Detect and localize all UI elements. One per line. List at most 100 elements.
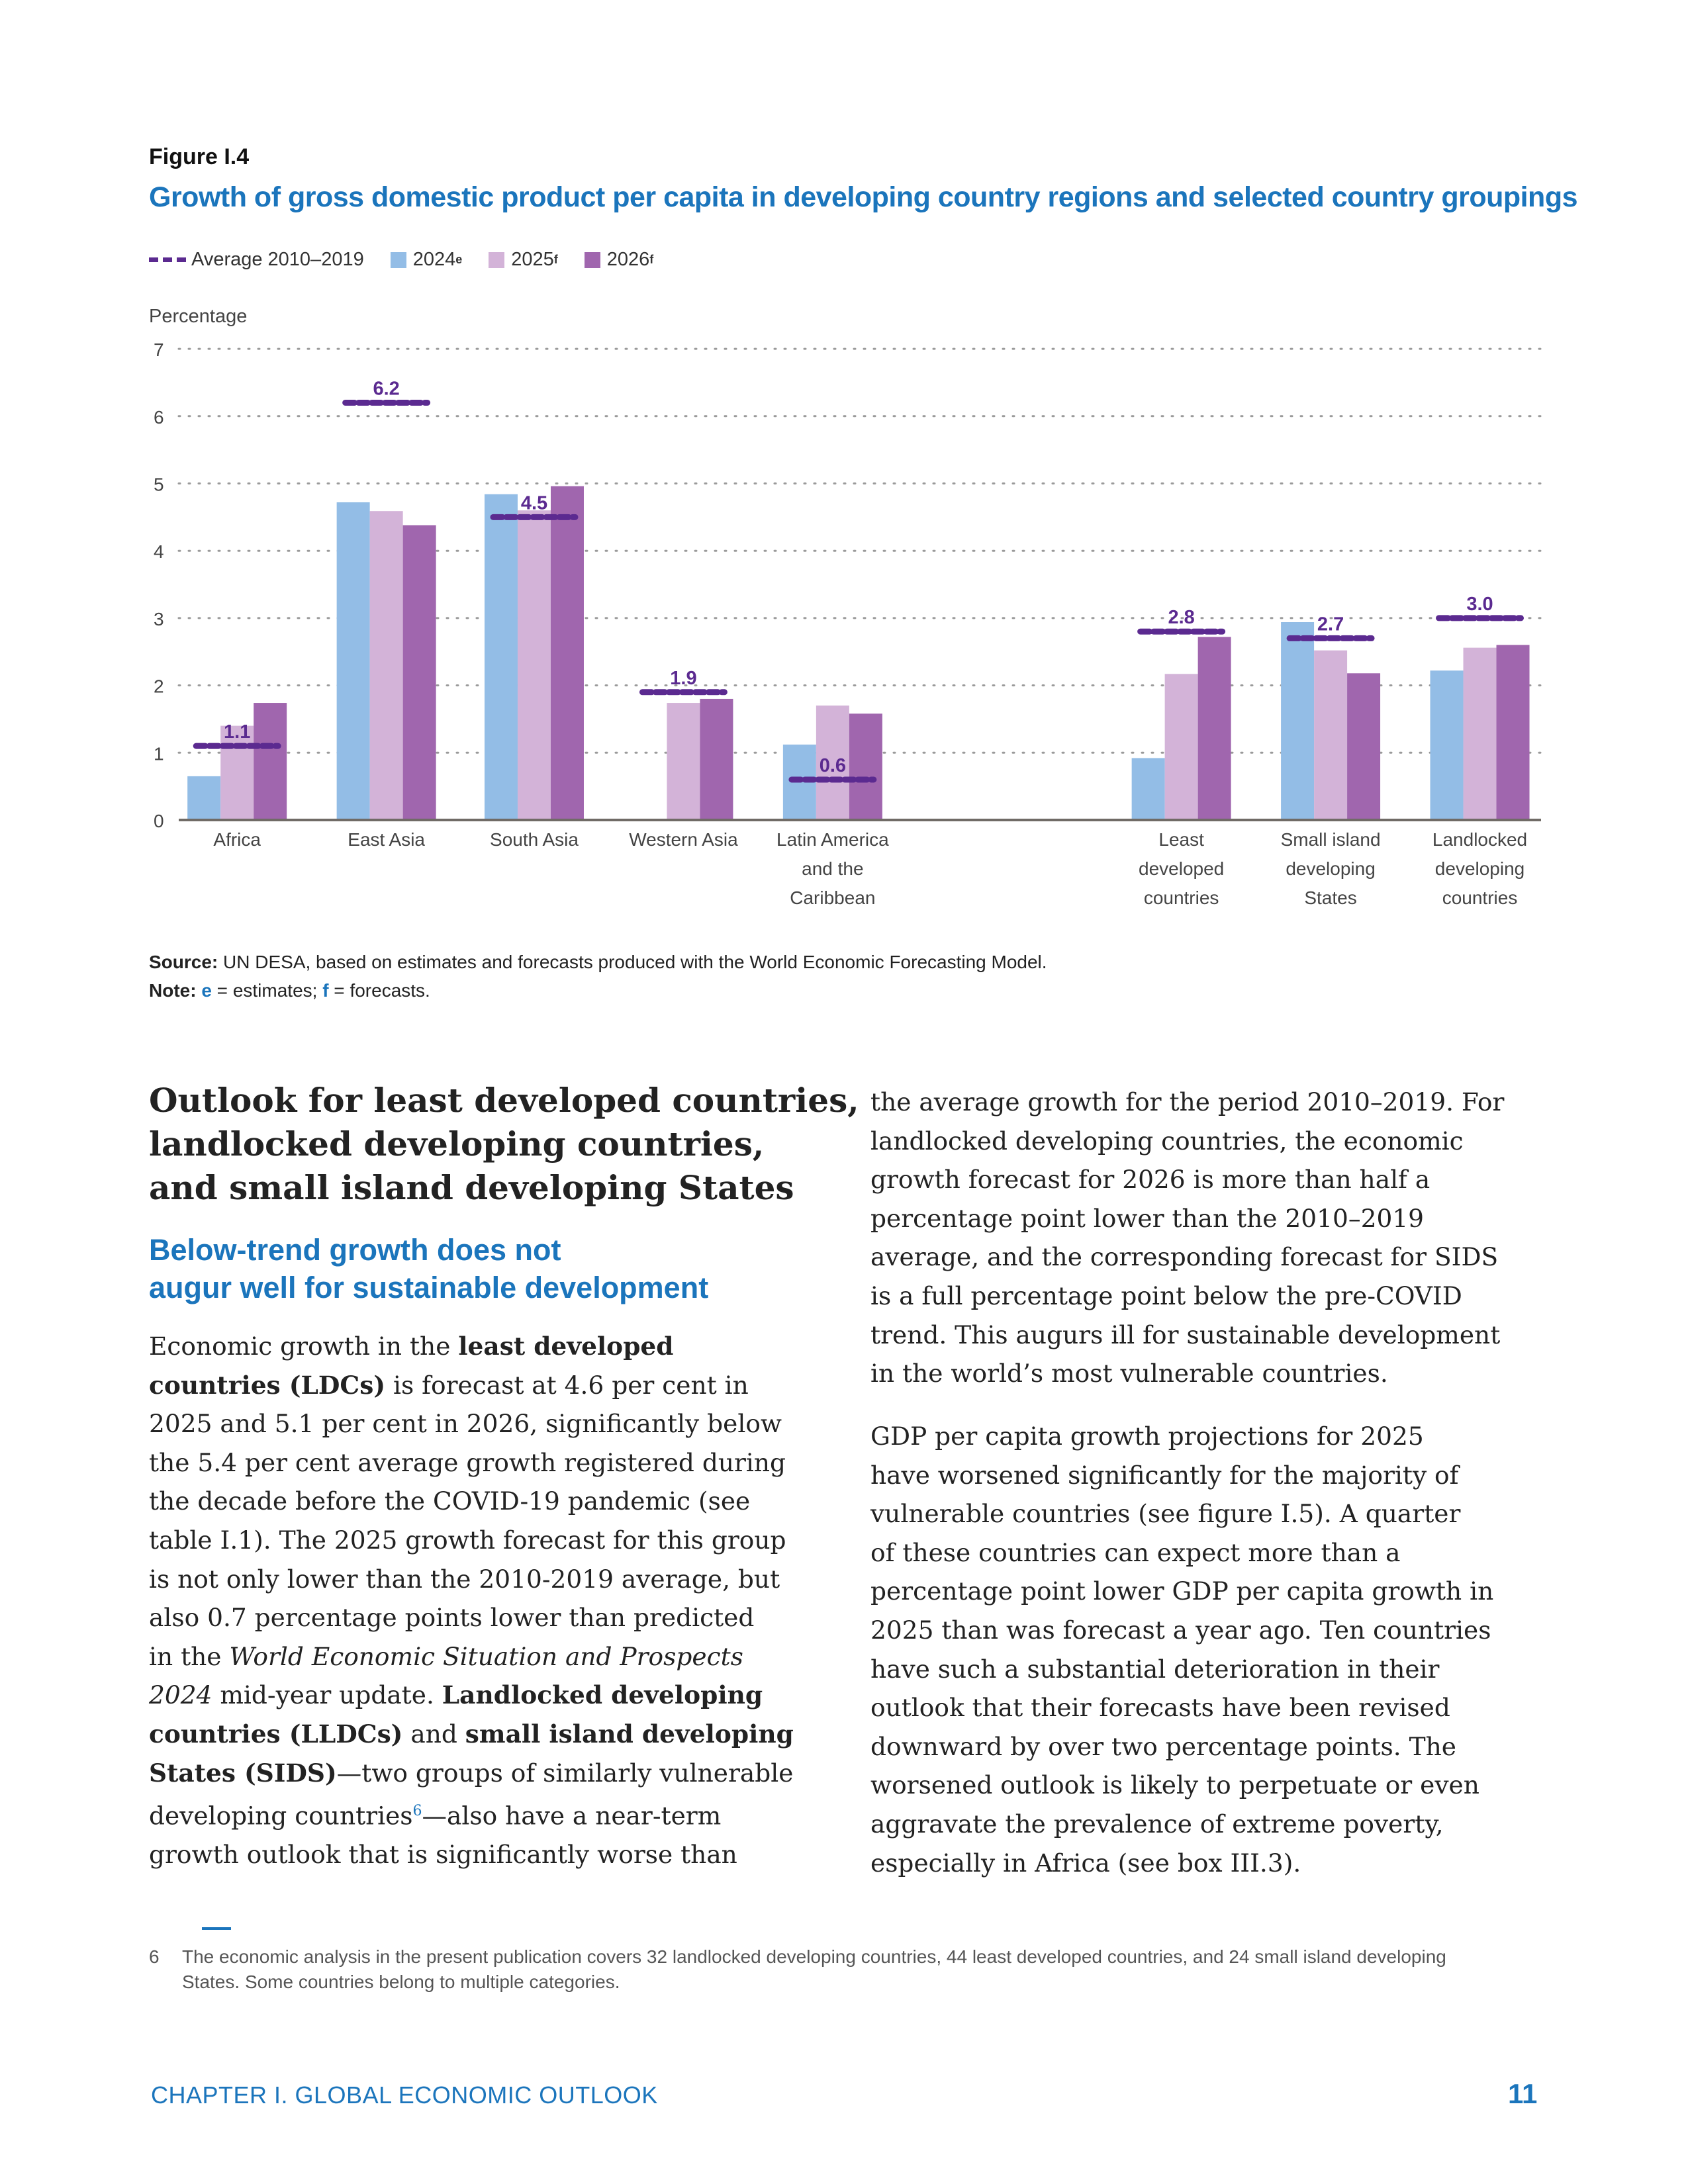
bar-2024e (336, 502, 370, 820)
text-line: outlook that their forecasts have been r… (870, 1688, 1493, 1727)
bar-2026f (1347, 673, 1381, 820)
text-line: downward by over two percentage points. … (870, 1727, 1493, 1766)
x-category-label: Africa (213, 829, 261, 850)
bar-2026f (1197, 637, 1231, 820)
text-run: in the world’s most vulnerable countries… (870, 1359, 1388, 1388)
figure-title: Growth of gross domestic product per cap… (149, 181, 1578, 213)
text-run: is not only lower than the 2010-2019 ave… (149, 1564, 780, 1594)
text-run: —two groups of similarly vulnerable (336, 1758, 794, 1788)
bar-2026f (402, 525, 436, 820)
text-line: 2025 and 5.1 per cent in 2026, significa… (149, 1404, 794, 1443)
text-run: least developed (458, 1332, 674, 1361)
text-run: countries (LDCs) (149, 1370, 386, 1400)
text-line: in the world’s most vulnerable countries… (870, 1354, 1504, 1393)
category-label-line: Caribbean (790, 887, 875, 908)
text-run: landlocked developing countries, the eco… (870, 1126, 1464, 1156)
body-paragraph-right-1: the average growth for the period 2010–2… (870, 1083, 1504, 1393)
bar-chart: 0 1 2 3 4 5 6 7 1.1 6.2 4.5 1.9 0.6 2.8 2.7 3.0 Africa Ea… (154, 340, 1542, 908)
text-run: table I.1). The 2025 growth forecast for… (149, 1525, 786, 1555)
text-line: the decade before the COVID-19 pandemic … (149, 1482, 794, 1521)
category-label-line: East Asia (348, 829, 425, 850)
note-e: e (201, 980, 212, 1001)
subheading-line: Below-trend growth does not (149, 1233, 561, 1267)
text-run: Landlocked developing (442, 1680, 763, 1710)
dash-line-icon (149, 257, 186, 262)
legend-item: 2025 f (489, 249, 558, 271)
y-tick-label: 3 (154, 609, 164, 629)
category-label-line: States (1304, 887, 1356, 908)
body-column-left: Economic growth in the least developed co… (149, 1327, 794, 1874)
text-run: especially in Africa (see box III.3). (870, 1848, 1301, 1878)
text-line: table I.1). The 2025 growth forecast for… (149, 1521, 794, 1560)
body-paragraph-right-2: GDP per capita growth projections for 20… (870, 1417, 1493, 1882)
category-label-line: developed (1139, 858, 1224, 879)
bar-2026f (254, 703, 287, 820)
legend-item: 2026 f (584, 249, 653, 271)
footnote-number: 6 (149, 1946, 160, 1967)
text-line: trend. This augurs ill for sustainable d… (870, 1316, 1504, 1355)
text-line: in the World Economic Situation and Pros… (149, 1637, 794, 1676)
y-tick-label: 4 (154, 541, 164, 562)
text-run: is a full percentage point below the pre… (870, 1281, 1462, 1310)
text-line: vulnerable countries (see figure I.5). A… (870, 1494, 1493, 1533)
text-line: growth outlook that is significantly wor… (149, 1835, 794, 1874)
average-label: 1.9 (670, 668, 696, 689)
figure-label: Figure I.4 (149, 144, 250, 169)
subheading-line: augur well for sustainable development (149, 1271, 709, 1304)
text-run: outlook that their forecasts have been r… (870, 1693, 1450, 1723)
bar-2024e (187, 776, 221, 820)
legend-label: 2025 (511, 249, 554, 270)
average-label: 0.6 (820, 755, 846, 776)
text-line: GDP per capita growth projections for 20… (870, 1417, 1493, 1456)
y-tick-label: 7 (154, 340, 164, 360)
text-line: Economic growth in the least developed (149, 1327, 794, 1366)
source-label: Source: (149, 952, 218, 972)
text-run: States (SIDS) (149, 1758, 337, 1788)
legend-item: Average 2010–2019 (149, 249, 364, 271)
section-subheading: Below-trend growth does not augur well f… (149, 1231, 708, 1306)
text-line: countries (LDCs) is forecast at 4.6 per … (149, 1366, 794, 1405)
text-run: Economic growth in the (149, 1332, 459, 1361)
category-label-line: Landlocked (1432, 829, 1527, 850)
category-label-line: Africa (213, 829, 261, 850)
bar-2024e (484, 494, 518, 820)
text-run: downward by over two percentage points. … (870, 1731, 1456, 1761)
text-line: States (SIDS)—two groups of similarly vu… (149, 1754, 794, 1793)
average-label: 6.2 (373, 378, 399, 399)
color-swatch-icon (584, 251, 600, 268)
legend-label: 2024 (412, 249, 456, 270)
text-line: percentage point lower than the 2010–201… (870, 1199, 1504, 1238)
heading-line: and small island developing States (149, 1168, 794, 1207)
x-category-label: East Asia (348, 829, 425, 850)
bar-2025f (220, 725, 254, 820)
footnote-reference[interactable]: 6 (412, 1803, 422, 1820)
y-tick-label: 2 (154, 676, 164, 697)
category-label-line: Least (1158, 829, 1204, 850)
text-line: 2024 mid-year update. Landlocked develop… (149, 1676, 794, 1715)
text-line: is a full percentage point below the pre… (870, 1277, 1504, 1316)
text-run: small island developing (465, 1719, 794, 1749)
text-run: 2025 than was forecast a year ago. Ten c… (870, 1615, 1491, 1645)
bar-2026f (700, 698, 733, 820)
note-f-text: = forecasts. (328, 980, 430, 1001)
text-run: trend. This augurs ill for sustainable d… (870, 1320, 1501, 1349)
text-run: mid-year update. (212, 1680, 442, 1710)
color-swatch-icon (489, 251, 505, 268)
bar-2025f (1164, 674, 1198, 820)
text-line: 2025 than was forecast a year ago. Ten c… (870, 1611, 1493, 1650)
bar-2024e (1131, 758, 1165, 820)
text-run: 2024 (149, 1680, 212, 1710)
bar-2025f (1463, 647, 1497, 820)
text-run: average, and the corresponding forecast … (870, 1242, 1499, 1272)
text-run: worsened outlook is likely to perpetuate… (870, 1770, 1479, 1800)
text-line: is not only lower than the 2010-2019 ave… (149, 1560, 794, 1599)
average-label: 1.1 (224, 721, 250, 743)
text-run: the decade before the COVID-19 pandemic … (149, 1486, 751, 1516)
y-tick-label: 6 (154, 407, 164, 428)
category-label-line: developing (1286, 858, 1375, 879)
bar-2025f (1314, 650, 1348, 820)
text-run: developing countries (149, 1801, 413, 1831)
footnote-divider (202, 1927, 231, 1930)
text-run: is forecast at 4.6 per cent in (385, 1370, 749, 1400)
heading-line: Outlook for least developed countries, (149, 1081, 859, 1120)
